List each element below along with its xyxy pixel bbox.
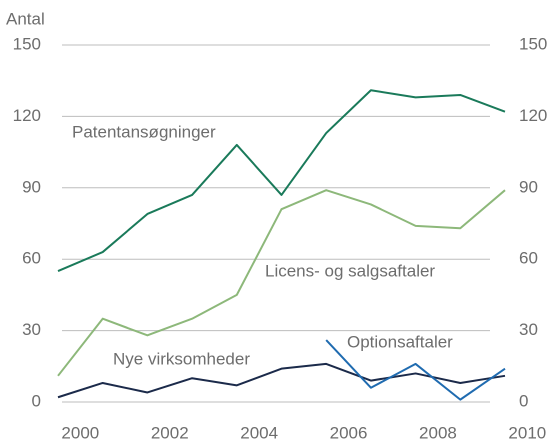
series-label: Patentansøgninger — [72, 122, 216, 141]
y2-tick-label: 30 — [519, 320, 538, 339]
y-tick-label: 0 — [32, 391, 41, 410]
x-tick-label: 2006 — [330, 423, 368, 442]
series-label: Nye virksomheder — [113, 349, 250, 368]
x-tick-label: 2000 — [61, 423, 99, 442]
series-label: Licens- og salgsaftaler — [265, 261, 435, 280]
x-tick-label: 2008 — [419, 423, 457, 442]
series-line — [325, 339, 506, 401]
y-tick-label: 150 — [13, 34, 41, 53]
y2-tick-label: 60 — [519, 249, 538, 268]
series-line — [57, 189, 506, 377]
series-label: Optionsaftaler — [347, 332, 453, 351]
y-tick-label: 30 — [22, 320, 41, 339]
y2-tick-label: 90 — [519, 177, 538, 196]
y-axis-label: Antal — [6, 9, 45, 28]
y-tick-label: 90 — [22, 177, 41, 196]
y-tick-label: 120 — [13, 106, 41, 125]
y-tick-label: 60 — [22, 249, 41, 268]
x-tick-label: 2002 — [151, 423, 189, 442]
series-line — [57, 89, 506, 273]
y2-tick-label: 0 — [519, 391, 528, 410]
y2-tick-label: 120 — [519, 106, 547, 125]
x-tick-label: 2010 — [508, 423, 546, 442]
y2-tick-label: 150 — [519, 34, 547, 53]
x-tick-label: 2004 — [240, 423, 278, 442]
